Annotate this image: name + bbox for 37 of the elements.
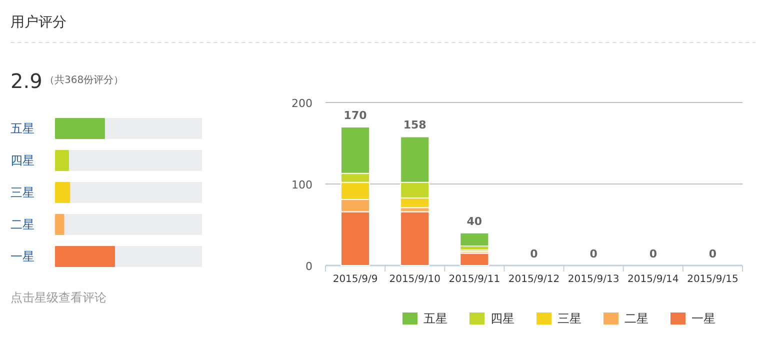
x-tick-label: 2015/9/15 (687, 274, 738, 285)
total-label: 158 (403, 118, 426, 132)
total-label: 0 (708, 248, 717, 260)
x-tick-label: 2015/9/11 (448, 274, 500, 285)
bar (55, 214, 64, 235)
text: 点击星级查看评论 (10, 290, 106, 304)
total-label: 0 (590, 248, 598, 260)
y-tick-label: 100 (292, 178, 313, 192)
text: 用户评分 (10, 14, 66, 30)
y-tick-label: 0 (306, 260, 312, 273)
bar (460, 252, 490, 266)
y-tick-label: 三星 (10, 186, 34, 200)
bar (400, 211, 430, 266)
y-tick-label: 二星 (10, 218, 34, 232)
legend-label: 一星 (692, 312, 716, 326)
legend-label: 三星 (558, 312, 582, 326)
legend-label: 五星 (424, 312, 448, 326)
x-tick-label: 2015/9/9 (332, 274, 378, 285)
x-tick-label: 2015/9/13 (568, 274, 620, 285)
y-tick-label: 四星 (10, 154, 34, 168)
y-tick-label: 五星 (10, 122, 34, 136)
total-label: 40 (466, 214, 482, 228)
legend-label: 四星 (490, 312, 514, 326)
total-label: 0 (530, 248, 538, 260)
total-label: 0 (649, 248, 658, 260)
chart-title: 2.9 (10, 69, 42, 93)
bar (460, 232, 490, 246)
bar (55, 150, 69, 171)
total-label: 170 (344, 108, 368, 122)
x-tick-label: 2015/9/12 (508, 274, 560, 285)
x-tick-label: 2015/9/14 (628, 274, 679, 285)
legend-label: 二星 (624, 312, 648, 326)
bar (55, 182, 70, 203)
y-tick-label: 一星 (10, 250, 34, 264)
chart-subtitle: （共368份评分） (44, 74, 124, 86)
x-tick-label: 2015/9/10 (389, 274, 440, 285)
y-tick-label: 200 (292, 97, 313, 110)
